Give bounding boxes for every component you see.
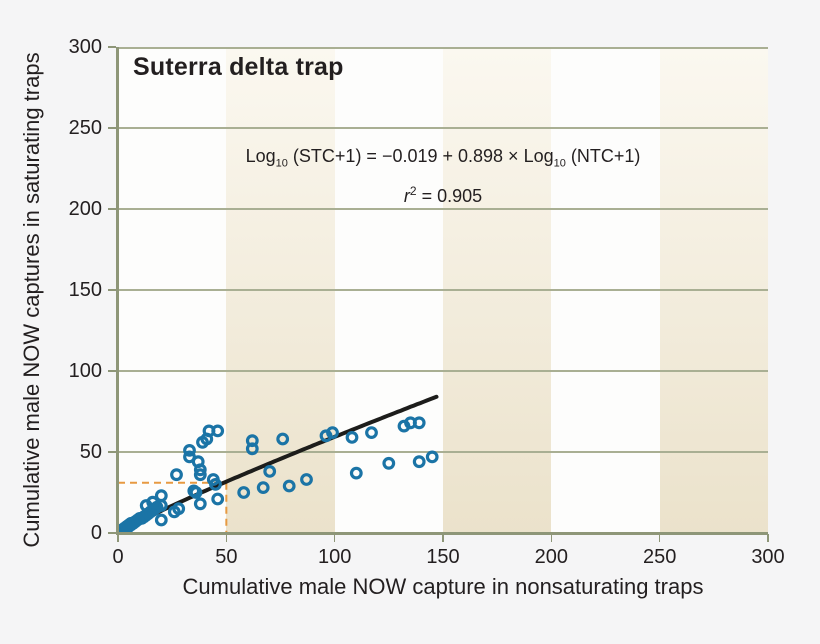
x-tick — [117, 534, 119, 542]
x-tick — [767, 534, 769, 542]
y-tick — [108, 370, 116, 372]
equation-text: Log — [245, 146, 276, 166]
x-tick — [225, 534, 228, 542]
x-axis-line — [116, 532, 768, 535]
y-tick-label: 200 — [68, 198, 102, 220]
gridline-y-150 — [118, 289, 768, 291]
equation-subscript: 10 — [553, 157, 566, 170]
y-tick-label: 300 — [68, 36, 102, 58]
y-tick — [108, 289, 116, 291]
y-tick — [108, 46, 116, 48]
y-axis-line — [116, 47, 119, 534]
r-squared-value: = 0.905 — [416, 185, 483, 206]
gridline-y-250 — [118, 127, 768, 129]
regression-equation: Log10 (STC+1) = −0.019 + 0.898 × Log10 (… — [118, 143, 768, 210]
gridline-y-100 — [118, 370, 768, 372]
equation-line-1: Log10 (STC+1) = −0.019 + 0.898 × Log10 (… — [118, 143, 768, 178]
x-tick-label: 100 — [317, 546, 352, 568]
x-tick — [550, 534, 553, 542]
x-tick-label: 200 — [534, 546, 569, 568]
x-tick-label: 250 — [642, 546, 677, 568]
y-tick — [108, 532, 116, 534]
gridline-y-300 — [118, 47, 768, 49]
x-tick-label: 150 — [426, 546, 460, 568]
x-tick — [442, 534, 444, 542]
y-tick-label: 150 — [68, 279, 102, 301]
x-tick — [658, 534, 661, 542]
y-tick — [108, 208, 116, 210]
plot-area — [118, 47, 768, 533]
equation-text: (STC+1) = −0.019 + 0.898 × Log — [287, 146, 554, 166]
y-tick-label: 50 — [79, 441, 102, 463]
equation-text: (NTC+1) — [565, 146, 641, 166]
x-tick-label: 50 — [215, 546, 238, 568]
y-axis-title: Cumulative male NOW captures in saturati… — [19, 52, 44, 548]
x-axis-title: Cumulative male NOW capture in nonsatura… — [182, 574, 704, 599]
gridline-y-50 — [118, 451, 768, 453]
equation-subscript: 10 — [275, 157, 288, 170]
x-tick-label: 0 — [112, 546, 124, 568]
y-tick — [108, 451, 116, 453]
y-tick-label: 250 — [68, 117, 102, 139]
chart-title: Suterra delta trap — [133, 53, 344, 81]
r-squared-exponent: 2 — [409, 183, 417, 198]
y-tick-label: 100 — [68, 360, 102, 382]
x-tick — [333, 534, 336, 542]
r-squared-var: r — [403, 185, 410, 206]
gridline-y-200 — [118, 208, 768, 210]
y-tick-label: 0 — [90, 522, 102, 544]
equation-line-2: r2 = 0.905 — [118, 178, 768, 210]
x-tick-label: 300 — [751, 546, 785, 568]
y-tick — [108, 127, 116, 129]
